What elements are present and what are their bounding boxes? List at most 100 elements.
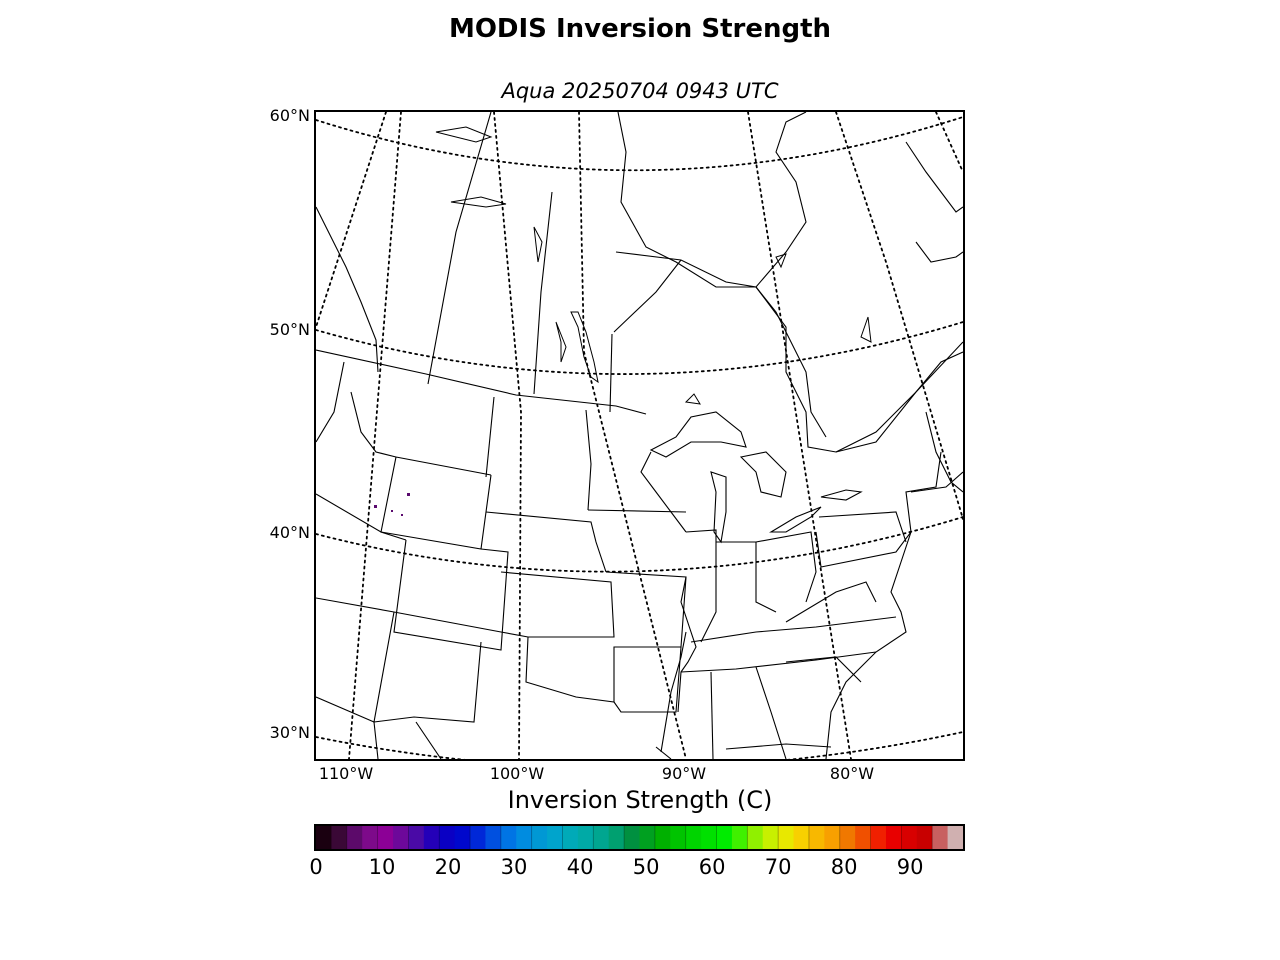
colorbar-segment [793,826,810,849]
state-line-mn-ia [587,509,687,513]
state-line-ok-ar [613,646,682,713]
colorbar-tick-label: 50 [632,855,660,879]
colorbar-tick-label: 60 [698,855,726,879]
colorbar-segment [654,826,671,849]
colorbar-segment [824,826,841,849]
great-bear-slave-lakes [435,126,493,143]
chart-subtitle: Aqua 20250704 0943 UTC [501,79,779,103]
data-point [407,493,410,496]
colorbar-segment [562,826,579,849]
province-line-on-qc [609,333,613,413]
colorbar-segment [901,826,918,849]
lake-superior [649,411,747,458]
colorbar-tick-label: 40 [566,855,594,879]
colorbar-segment [670,826,687,849]
colorbar-segment [608,826,625,849]
lon-label-100w: 100°W [489,764,545,783]
state-line-pa-ny [818,511,907,543]
state-line-sc-nc [785,656,862,683]
colorbar-segment [747,826,764,849]
state-line-ga-fl [725,743,832,750]
state-line-wi [640,451,687,533]
colorbar-segment [731,826,748,849]
state-line-nd-mn [585,409,592,511]
colorbar-segment [870,826,887,849]
colorbar-tick-label: 80 [830,855,858,879]
colorbar-segment [331,826,348,849]
meridian-west-edge [316,112,387,328]
province-line-ab-sk [427,112,492,385]
lat-label-40n: 40°N [269,523,310,542]
colorbar-segment [778,826,795,849]
colorbar-tick-label: 90 [896,855,924,879]
colorbar-segment [855,826,872,849]
province-line-bc-ab [316,206,379,373]
colorbar-segment [346,826,363,849]
colorbar-segment [593,826,610,849]
lake-michigan [710,471,727,544]
parallel-50n [316,321,963,375]
state-line-ks [500,571,615,638]
state-line-ky-tn [690,616,897,643]
graticule [316,112,963,759]
lon-label-110w: 110°W [318,764,374,783]
lake-manitoba [555,321,567,363]
colorbar-segment [716,826,733,849]
colorbar-segment [423,826,440,849]
lat-label-60n: 60°N [269,106,310,125]
colorbar-tick-label: 20 [434,855,462,879]
data-point [391,510,393,512]
colorbar-segment [377,826,394,849]
colorbar-segment [885,826,902,849]
colorbar-segment [685,826,702,849]
meridian-extra-east [835,112,963,520]
state-line-nv-ut [316,493,407,541]
st-lawrence-coast [835,351,963,453]
colorbar-segment [439,826,456,849]
state-line-oh-pa [755,531,817,603]
state-line-wy-box [380,456,492,550]
state-line-al-ga [755,666,787,759]
state-line-il-in [685,529,717,643]
state-line-nm-az [316,597,614,638]
lake-erie [769,506,822,533]
state-line-in-oh [716,541,777,613]
colorbar-segment [316,826,332,849]
state-line-co-box [393,539,509,651]
maritimes-coast [925,411,963,493]
lake-winnipeg [570,311,599,384]
colorbar-segment [916,826,933,849]
state-line-ms-al [710,671,714,759]
colorbar-segment [932,826,949,849]
state-line-id-mt [350,391,397,458]
state-line-tx-ok [525,636,681,703]
colorbar-segment [577,826,594,849]
meridian-far-east [935,112,963,173]
boundaries [316,112,963,759]
east-coastline [825,531,912,759]
data-point [401,514,403,516]
lake-ontario [820,489,863,501]
chart-title: MODIS Inversion Strength [448,14,832,44]
colorbar-segment [362,826,379,849]
colorbar-segment [516,826,533,849]
state-line-va [785,581,877,623]
lake-mistassini [860,316,872,343]
province-line-mb-on-2 [613,259,682,333]
state-line-tn-south [680,651,877,673]
meridian-100w [493,112,522,759]
colorbar-segment [839,826,856,849]
state-line-ne [485,511,607,573]
lake-nipigon [684,393,701,405]
colorbar-segment [639,826,656,849]
data-points [374,493,410,516]
james-bay-coast [755,286,827,438]
lon-label-80w: 80°W [829,764,875,783]
state-line-nm-box [373,611,482,723]
colorbar-segment [947,826,964,849]
parallel-30n [316,731,963,759]
state-line-mt-wy [395,456,492,476]
colorbar-segment [762,826,779,849]
colorbar-segment [808,826,825,849]
state-line-az-ca [316,696,379,759]
